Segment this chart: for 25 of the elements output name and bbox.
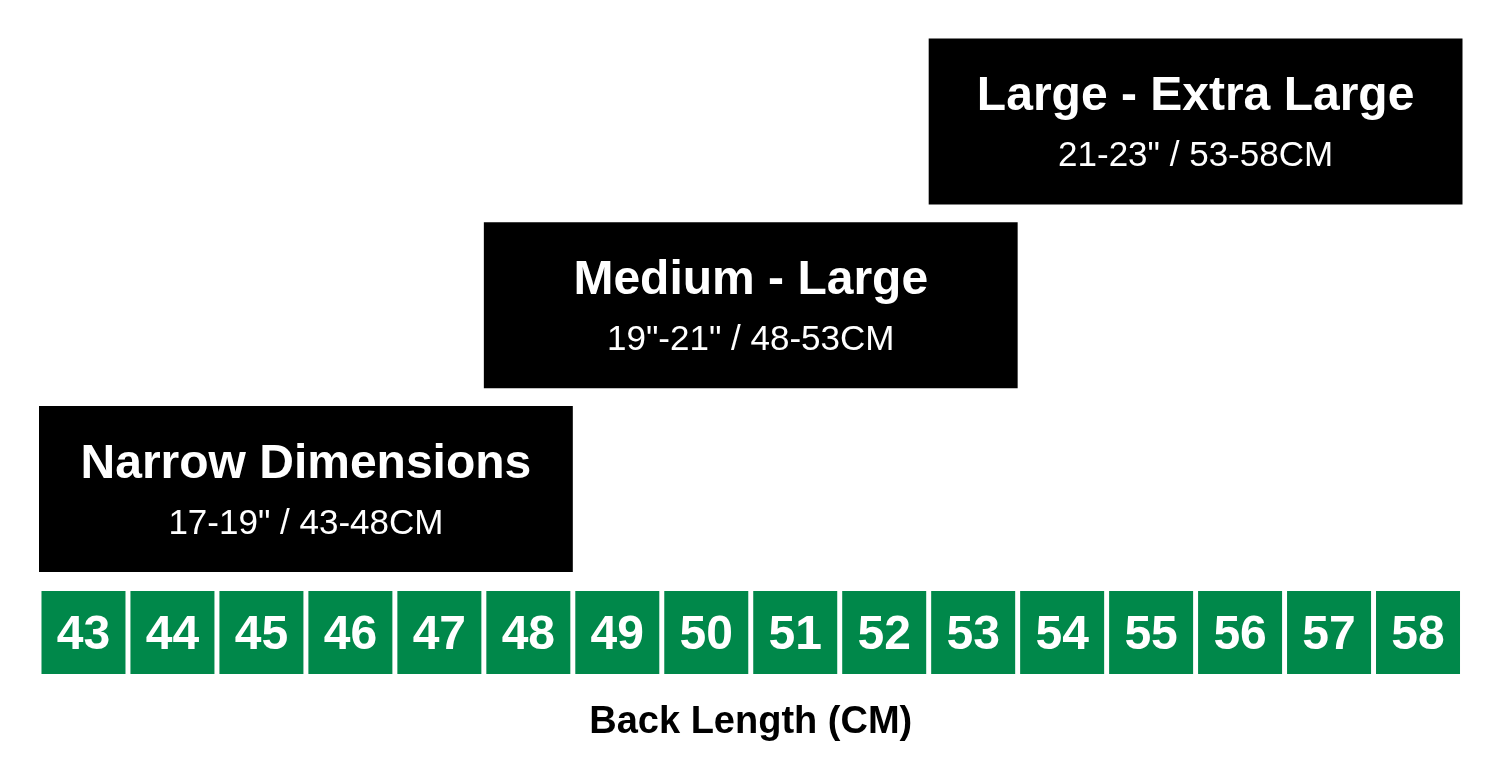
x-tick-label: 49 [590,606,644,659]
x-tick-label: 46 [323,606,378,659]
x-tick-label: 44 [145,606,200,659]
x-tick-label: 50 [679,606,733,659]
y-tick-label: Narrow Dimensions [80,434,532,488]
x-tick-label: 53 [946,606,1000,659]
x-tick-label: 45 [234,606,289,659]
x-tick-label: 47 [412,606,467,659]
y-tick-label: Medium - Large [573,250,929,304]
x-tick-label: 51 [768,606,822,659]
annotation: 17-19" / 43-48CM [168,501,444,541]
x-tick-label: 56 [1213,606,1267,659]
x-tick-label: 57 [1302,606,1356,659]
annotation: 19"-21" / 48-53CM [607,317,895,357]
bar [483,222,1018,389]
y-tick-label: Large - Extra Large [976,67,1415,120]
bar [928,38,1463,205]
x-tick-label: 55 [1124,606,1178,659]
x-axis-title: Back Length (CM) [589,699,913,741]
x-tick-label: 54 [1035,606,1090,659]
annotation: 21-23" / 53-58CM [1058,134,1334,173]
x-tick-label: 48 [501,606,556,659]
x-tick-label: 52 [857,606,911,659]
x-tick-label: 43 [56,606,111,659]
x-tick-label: 58 [1391,606,1445,659]
